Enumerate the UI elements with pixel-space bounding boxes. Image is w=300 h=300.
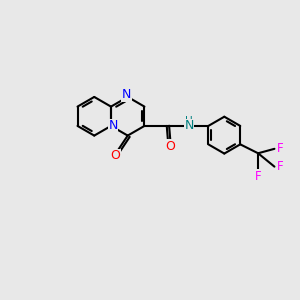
Text: O: O xyxy=(111,149,121,162)
Text: F: F xyxy=(277,160,283,173)
Text: N: N xyxy=(184,119,194,132)
Text: H: H xyxy=(185,116,193,127)
Text: F: F xyxy=(255,170,261,183)
Text: N: N xyxy=(108,119,118,132)
Text: O: O xyxy=(166,140,176,153)
Text: N: N xyxy=(122,88,131,101)
Text: F: F xyxy=(277,142,283,155)
